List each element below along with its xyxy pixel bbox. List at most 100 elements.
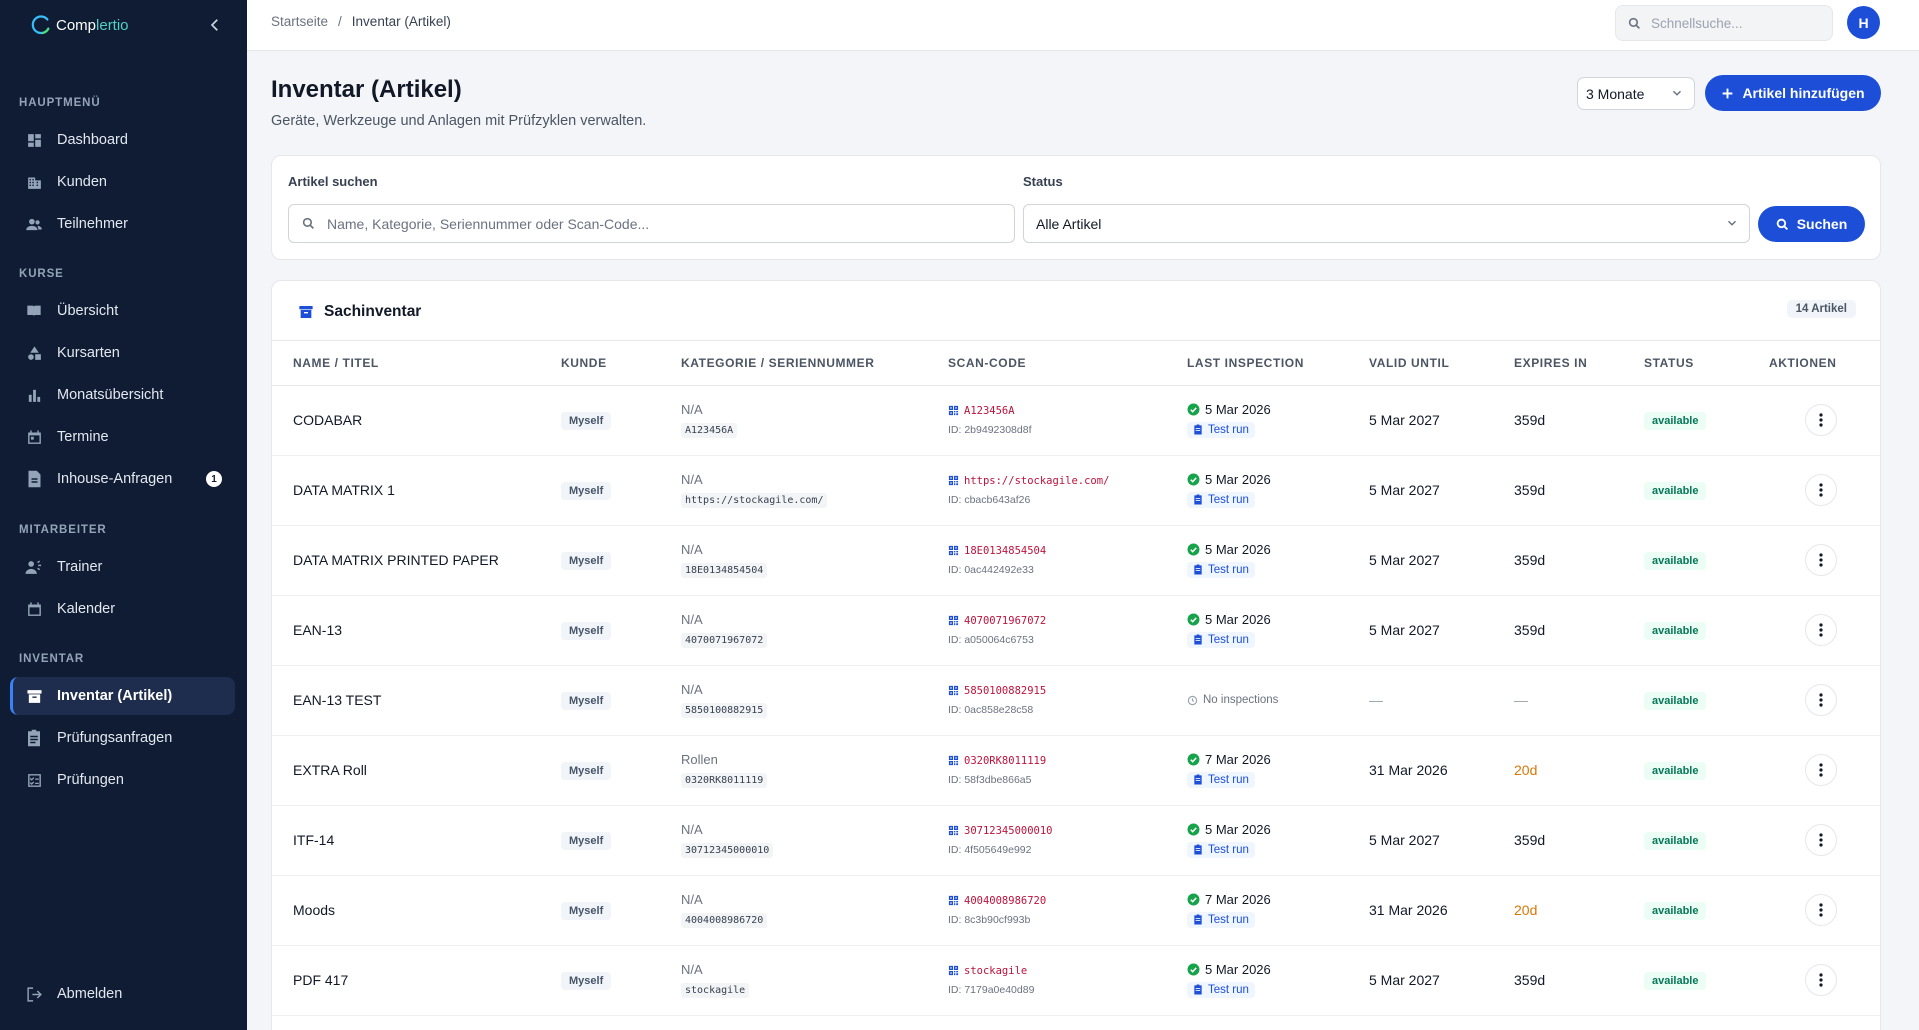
scan-code-cell: stockagile ID: 7179a0e40d89 [948, 945, 1187, 1016]
sidebar-item-dashboard[interactable]: Dashboard [10, 121, 235, 159]
row-actions-button[interactable] [1805, 894, 1837, 926]
table-row[interactable]: DATA MATRIX 1 Myself N/A https://stockag… [272, 455, 1880, 526]
scan-code[interactable]: stockagile [948, 965, 1187, 977]
scan-code[interactable]: 18E0134854504 [948, 545, 1187, 557]
table-row[interactable]: CODABAR Myself N/A A123456A A123456A ID:… [272, 385, 1880, 456]
last-inspection-cell: 5 Mar 2026 Test run [1187, 945, 1369, 1016]
last-inspection-cell: 5 Mar 2026 Test run [1187, 805, 1369, 876]
test-run-badge[interactable]: Test run [1187, 631, 1255, 648]
article-search-field[interactable] [288, 204, 1015, 243]
avatar[interactable]: H [1847, 6, 1880, 39]
item-name[interactable]: EXTRA Roll [272, 735, 561, 806]
row-actions-button[interactable] [1805, 754, 1837, 786]
item-name[interactable]: PDF 417 [272, 945, 561, 1016]
sidebar-item-pruefungen[interactable]: Prüfungen [10, 761, 235, 799]
sidebar-item-monatsuebersicht[interactable]: Monatsübersicht [10, 376, 235, 414]
column-header[interactable]: SCAN-CODE [948, 341, 1187, 386]
page-title: Inventar (Artikel) [271, 76, 462, 103]
scan-code[interactable]: 4070071967072 [948, 615, 1187, 627]
inspection-date: 5 Mar 2026 [1187, 472, 1369, 487]
category-text: N/A [681, 892, 703, 907]
item-name[interactable]: EAN-13 [272, 595, 561, 666]
scan-code-cell: 18E0134854504 ID: 0ac442492e33 [948, 525, 1187, 596]
sidebar-item-label: Inhouse-Anfragen [57, 471, 173, 487]
scan-code[interactable]: A123456A [948, 405, 1187, 417]
row-actions-button[interactable] [1805, 824, 1837, 856]
column-header[interactable]: VALID UNTIL [1369, 341, 1514, 386]
logout-button[interactable]: Abmelden [10, 975, 235, 1013]
table-row[interactable]: EAN-13 Myself N/A 4070071967072 40700719… [272, 595, 1880, 666]
table-row[interactable]: PDF 417 Myself N/A stockagile stockagile… [272, 945, 1880, 1016]
status-cell: available [1644, 525, 1769, 596]
column-header[interactable]: LAST INSPECTION [1187, 341, 1369, 386]
sidebar-item-kunden[interactable]: Kunden [10, 163, 235, 201]
status-select[interactable]: Alle Artikel [1023, 204, 1750, 243]
serial-number: https://stockagile.com/ [681, 493, 828, 508]
test-run-badge[interactable]: Test run [1187, 981, 1255, 998]
customer-badge: Myself [561, 411, 612, 430]
breadcrumb-home-link[interactable]: Startseite [271, 14, 329, 29]
table-row[interactable]: ITF-14 Myself N/A 30712345000010 3071234… [272, 805, 1880, 876]
search-label: Artikel suchen [288, 174, 378, 189]
customer-cell: Myself [561, 945, 681, 1016]
inspection-date: 5 Mar 2026 [1187, 542, 1369, 557]
table-row[interactable]: DATA MATRIX PRINTED PAPER Myself N/A 18E… [272, 525, 1880, 596]
test-run-badge[interactable]: Test run [1187, 841, 1255, 858]
search-button[interactable]: Suchen [1758, 206, 1865, 242]
column-header[interactable]: NAME / TITEL [272, 341, 561, 386]
table-row[interactable]: EAN-13 TEST Myself N/A 5850100882915 585… [272, 665, 1880, 736]
scan-code[interactable]: https://stockagile.com/ [948, 475, 1187, 487]
add-article-button[interactable]: Artikel hinzufügen [1705, 75, 1881, 111]
test-run-badge[interactable]: Test run [1187, 561, 1255, 578]
quick-search[interactable] [1615, 5, 1833, 41]
sidebar-item-kalender[interactable]: Kalender [10, 590, 235, 628]
article-search-input[interactable] [327, 215, 977, 232]
row-actions-button[interactable] [1805, 404, 1837, 436]
scan-code[interactable]: 5850100882915 [948, 685, 1187, 697]
item-name[interactable]: DATA MATRIX PRINTED PAPER [272, 525, 561, 596]
scan-code[interactable]: 30712345000010 [948, 825, 1187, 837]
inspection-date: 5 Mar 2026 [1187, 822, 1369, 837]
column-header[interactable]: KATEGORIE / SERIENNUMMER [681, 341, 948, 386]
sidebar-item-trainer[interactable]: Trainer [10, 548, 235, 586]
sidebar-item-inhouse-anfragen[interactable]: Inhouse-Anfragen 1 [10, 460, 235, 498]
table-row[interactable]: EXTRA Roll Myself Rollen 0320RK8011119 0… [272, 735, 1880, 806]
row-actions-button[interactable] [1805, 474, 1837, 506]
column-header[interactable]: STATUS [1644, 341, 1769, 386]
collapse-sidebar-button[interactable] [206, 16, 224, 34]
item-name[interactable]: EAN-13 TEST [272, 665, 561, 736]
item-name[interactable]: ITF-14 [272, 805, 561, 876]
sidebar-item-pruefungsanfragen[interactable]: Prüfungsanfragen [10, 719, 235, 757]
test-run-badge[interactable]: Test run [1187, 911, 1255, 928]
row-actions-button[interactable] [1805, 684, 1837, 716]
period-select[interactable]: 3 Monate [1577, 77, 1695, 110]
table-row[interactable]: Moods Myself N/A 4004008986720 400400898… [272, 875, 1880, 946]
item-name[interactable]: DATA MATRIX 1 [272, 455, 561, 526]
row-actions-button[interactable] [1805, 964, 1837, 996]
sidebar-item-inventar[interactable]: Inventar (Artikel) [10, 677, 235, 715]
test-run-badge[interactable]: Test run [1187, 771, 1255, 788]
test-run-badge[interactable]: Test run [1187, 421, 1255, 438]
column-header[interactable]: KUNDE [561, 341, 681, 386]
scan-code[interactable]: 4004008986720 [948, 895, 1187, 907]
sidebar-item-kursarten[interactable]: Kursarten [10, 334, 235, 372]
row-actions-button[interactable] [1805, 614, 1837, 646]
last-inspection-cell: 7 Mar 2026 Test run [1187, 875, 1369, 946]
test-run-badge[interactable]: Test run [1187, 491, 1255, 508]
quick-search-input[interactable] [1651, 15, 1821, 31]
inspection-date-value: 5 Mar 2026 [1205, 471, 1271, 487]
column-header[interactable]: EXPIRES IN [1514, 341, 1644, 386]
status-badge: available [1644, 901, 1707, 920]
brand-logo[interactable]: Complertio [30, 14, 129, 36]
sidebar-item-termine[interactable]: Termine [10, 418, 235, 456]
check-circle-icon [1187, 753, 1200, 766]
row-actions-button[interactable] [1805, 544, 1837, 576]
more-vertical-icon [1819, 413, 1823, 427]
sidebar-item-teilnehmer[interactable]: Teilnehmer [10, 205, 235, 243]
customer-badge: Myself [561, 901, 612, 920]
section-inventar: INVENTAR [19, 653, 85, 665]
sidebar-item-uebersicht[interactable]: Übersicht [10, 292, 235, 330]
item-name[interactable]: CODABAR [272, 385, 561, 456]
scan-code[interactable]: 0320RK8011119 [948, 755, 1187, 767]
item-name[interactable]: Moods [272, 875, 561, 946]
